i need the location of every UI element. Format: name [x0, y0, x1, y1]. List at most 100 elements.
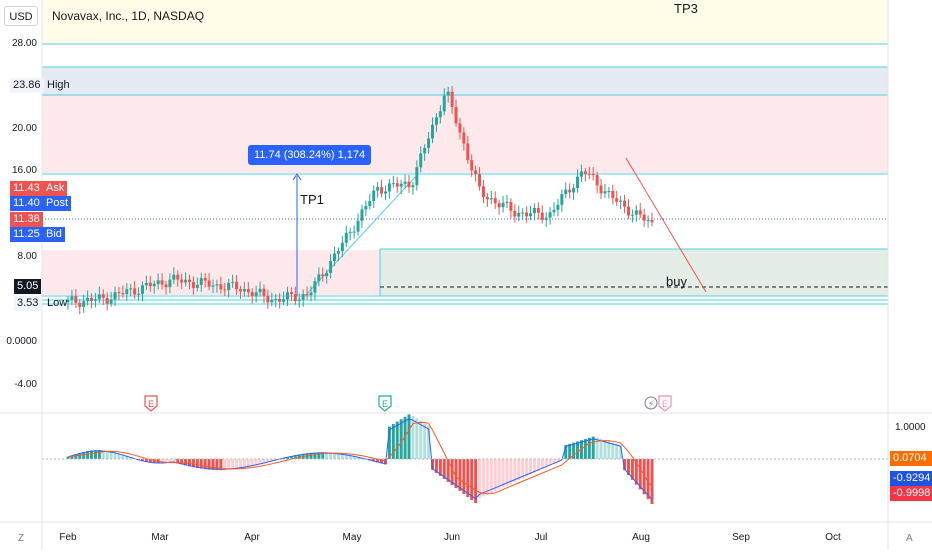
candle-body	[86, 297, 90, 302]
candle-body	[646, 219, 650, 221]
candle-body	[191, 282, 195, 288]
osc-hist-bar	[415, 418, 419, 459]
osc-hist-bar	[184, 459, 188, 466]
symbol-title: Novavax, Inc., 1D, NASDAQ	[52, 9, 205, 23]
tp3-label: TP3	[674, 1, 698, 16]
oscillator-group	[66, 414, 654, 504]
buy-zone	[380, 249, 888, 296]
candle-body	[462, 132, 466, 144]
candle-body	[289, 292, 293, 295]
osc-hist-bar	[121, 454, 125, 459]
osc-hist-bar	[160, 459, 164, 464]
osc-hist-bar	[246, 459, 250, 468]
high-zone	[42, 67, 888, 95]
candle-body	[403, 181, 407, 184]
osc-hist-chip: -0.9998	[890, 486, 932, 501]
osc-hist-bar	[525, 459, 529, 477]
candle-body	[407, 181, 411, 188]
candle-body	[340, 242, 344, 252]
osc-hist-bar	[634, 459, 638, 485]
candle-body	[101, 294, 105, 298]
osc-hist-bar	[105, 450, 109, 459]
osc-hist-bar	[423, 423, 427, 459]
time-label: Mar	[151, 532, 169, 543]
candle-body	[383, 191, 387, 194]
candle-body	[336, 251, 340, 254]
time-label: Jul	[535, 532, 548, 543]
timezone-toggle[interactable]: Z	[18, 533, 25, 544]
osc-hist-bar	[336, 453, 340, 459]
candle-body	[199, 278, 203, 285]
osc-hist-bar	[446, 459, 450, 482]
candle-body	[250, 292, 254, 297]
time-label: Oct	[825, 532, 841, 543]
candle-body	[70, 296, 74, 300]
earnings-marker-1-label: E	[148, 399, 154, 409]
osc-hist-bar	[454, 459, 458, 488]
candle-body	[352, 231, 356, 233]
osc-hist-bar	[211, 459, 215, 470]
osc-hist-bar	[180, 459, 184, 465]
osc-hist-bar	[548, 459, 552, 466]
lower-pink-zone	[42, 250, 380, 295]
price-tick: 0.0000	[6, 336, 37, 347]
osc-macd-chip: -0.9294	[890, 471, 932, 486]
candle-body	[90, 297, 94, 301]
osc-hist-bar	[630, 459, 634, 480]
tp3-zone	[42, 0, 888, 44]
osc-hist-bar	[642, 459, 646, 495]
auto-scale-toggle[interactable]: A	[906, 533, 913, 544]
candle-body	[521, 212, 525, 214]
earnings-marker-3[interactable]: E	[658, 395, 672, 412]
osc-hist-bar	[544, 459, 548, 468]
osc-hist-bar	[101, 450, 105, 459]
candle-body	[474, 170, 478, 175]
high-value-chip: 23.86	[10, 78, 44, 93]
osc-hist-bar	[521, 459, 525, 479]
osc-hist-bar	[199, 459, 203, 469]
price-tick: 8.00	[18, 251, 38, 262]
low-label: Low	[47, 297, 68, 309]
osc-hist-bar	[86, 451, 90, 459]
candle-body	[497, 203, 501, 208]
split-marker[interactable]: ⚡	[644, 396, 658, 410]
earnings-marker-1[interactable]: E	[144, 395, 158, 412]
candle-body	[282, 299, 286, 302]
candle-body	[270, 300, 274, 303]
candle-body	[297, 299, 301, 302]
candle-body	[211, 285, 215, 287]
price-tick: 28.00	[12, 38, 37, 49]
candle-body	[364, 206, 368, 210]
last-price-chip: 11.38	[10, 212, 43, 227]
candle-body	[148, 282, 152, 287]
candle-body	[376, 187, 380, 191]
candle-body	[427, 138, 431, 148]
osc-hist-bar	[611, 442, 615, 459]
candle-body	[74, 296, 78, 303]
osc-hist-bar	[309, 452, 313, 459]
osc-hist-bar	[348, 455, 352, 459]
osc-hist-bar	[117, 453, 121, 459]
candle-body	[160, 280, 164, 285]
candle-body	[399, 183, 403, 187]
currency-selector[interactable]: USD	[4, 6, 38, 26]
post-label-chip: Post	[43, 196, 72, 211]
earnings-marker-2[interactable]: E	[378, 395, 392, 412]
candle-body	[650, 219, 654, 223]
osc-hist-bar	[458, 459, 462, 492]
candle-body	[505, 201, 509, 203]
earnings-marker-2-label: E	[382, 399, 388, 409]
osc-hist-bar	[419, 420, 423, 459]
downtrend-line	[625, 157, 707, 293]
candle-body	[611, 190, 615, 199]
osc-hist-bar	[434, 459, 438, 473]
measure-arrowhead	[292, 173, 302, 181]
candle-body	[626, 206, 630, 216]
split-marker-icon: ⚡	[648, 400, 654, 410]
osc-hist-bar	[489, 459, 493, 493]
candle-body	[278, 298, 282, 302]
candle-body	[595, 175, 599, 186]
candle-body	[242, 288, 246, 292]
candle-body	[615, 198, 619, 202]
osc-hist-bar	[638, 459, 642, 490]
